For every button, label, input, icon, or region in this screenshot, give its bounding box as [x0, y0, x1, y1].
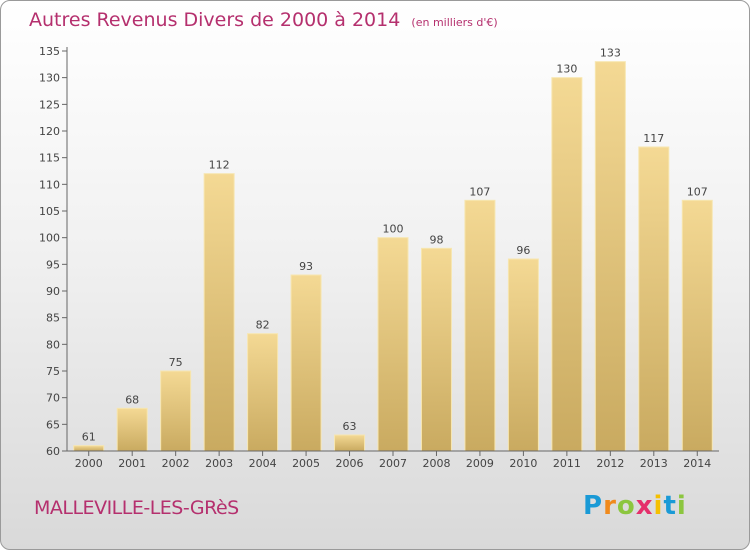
y-tick-label: 110	[39, 178, 60, 191]
x-axis: 2000 2001 2002 2003 2004 2005 2006 2007 2008 2009…	[67, 450, 719, 470]
bar	[551, 77, 583, 452]
y-tick-label: 130	[39, 72, 60, 85]
y-tick-label: 85	[46, 312, 60, 325]
y-tick-label: 120	[39, 125, 60, 138]
bar	[247, 333, 279, 452]
bar	[507, 258, 539, 452]
x-tick-label: 2001	[118, 457, 146, 470]
bar-value-label: 63	[343, 420, 357, 433]
bar-chart: 60 65 70 75 80 85 90 95 100 105 110 115 120 125 130 135…	[39, 45, 719, 470]
y-tick-label: 95	[46, 258, 60, 271]
bar	[203, 173, 235, 452]
bar-value-label: 93	[299, 260, 313, 273]
bar	[116, 407, 148, 452]
y-tick-label: 90	[46, 285, 60, 298]
city-name: MALLEVILLE-LES-GRèS	[34, 497, 239, 519]
brand-logo-letter: t	[663, 491, 677, 521]
bar-value-label: 96	[516, 244, 530, 257]
x-tick-label: 2011	[553, 457, 581, 470]
bar	[594, 61, 626, 452]
x-tick-label: 2002	[162, 457, 190, 470]
bar-value-label: 61	[82, 431, 96, 444]
bar-value-label: 107	[469, 185, 490, 198]
y-axis: 60 65 70 75 80 85 90 95 100 105 110 115 120 125 130 135	[39, 45, 68, 458]
bar-value-label: 112	[209, 159, 230, 172]
x-tick-label: 2000	[75, 457, 103, 470]
x-tick-label: 2014	[683, 457, 711, 470]
bar	[681, 199, 713, 452]
x-tick-label: 2003	[205, 457, 233, 470]
bar	[420, 247, 452, 452]
bar-value-label: 133	[600, 47, 621, 60]
bar-value-label: 100	[383, 223, 404, 236]
y-tick-label: 105	[39, 205, 60, 218]
bar	[334, 434, 366, 452]
chart-subtitle: (en milliers d'€)	[411, 16, 498, 29]
bar-value-label: 75	[169, 356, 183, 369]
x-tick-label: 2004	[249, 457, 277, 470]
bar	[377, 237, 409, 452]
bar-value-label: 107	[687, 185, 708, 198]
y-tick-label: 135	[39, 45, 60, 58]
brand-logo-letter: i	[653, 491, 664, 521]
y-tick-label: 125	[39, 98, 60, 111]
x-tick-label: 2008	[422, 457, 450, 470]
title-row: Autres Revenus Divers de 2000 à 2014 (en…	[29, 9, 498, 31]
bar-value-label: 68	[125, 393, 139, 406]
x-tick-label: 2013	[640, 457, 668, 470]
chart-title: Autres Revenus Divers de 2000 à 2014	[29, 9, 401, 31]
brand-logo-letter: o	[616, 491, 636, 521]
bar-value-label: 82	[256, 319, 270, 332]
brand-logo: Proxiti	[583, 491, 687, 521]
bar-value-label: 130	[556, 63, 577, 76]
x-tick-label: 2005	[292, 457, 320, 470]
bar	[638, 146, 670, 452]
bar	[73, 445, 105, 452]
bar-value-label: 98	[429, 233, 443, 246]
y-tick-label: 115	[39, 152, 60, 165]
brand-logo-letter: x	[635, 491, 654, 521]
bar	[160, 370, 192, 452]
x-tick-label: 2012	[596, 457, 624, 470]
bars: 61 68 75 112 82 93 63 100 98 107 96 130 133 117 107	[73, 47, 713, 452]
x-tick-label: 2006	[336, 457, 364, 470]
y-tick-label: 80	[46, 338, 60, 351]
y-tick-label: 100	[39, 232, 60, 245]
bar	[464, 199, 496, 452]
y-tick-label: 65	[46, 418, 60, 431]
bar	[290, 274, 322, 452]
y-tick-label: 75	[46, 365, 60, 378]
x-tick-label: 2007	[379, 457, 407, 470]
y-tick-label: 70	[46, 392, 60, 405]
y-tick-label: 60	[46, 445, 60, 458]
x-tick-label: 2010	[509, 457, 537, 470]
brand-logo-letter: P	[583, 491, 604, 521]
x-tick-label: 2009	[466, 457, 494, 470]
bar-value-label: 117	[643, 132, 664, 145]
brand-logo-letter: r	[603, 491, 617, 521]
brand-logo-letter: i	[676, 491, 687, 521]
